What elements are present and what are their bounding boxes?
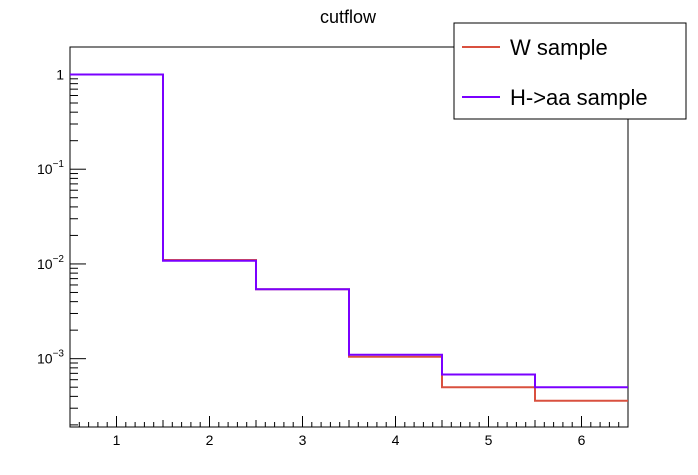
series-line-h-aa-sample [70,73,628,389]
x-tick-label: 2 [206,432,214,448]
x-tick-label: 1 [113,432,121,448]
chart-title: cutflow [320,7,377,27]
x-tick-label: 4 [392,432,400,448]
legend: W sample H->aa sample [453,22,687,120]
y-tick-label: 10−2 [37,254,64,272]
x-tick-label: 3 [299,432,307,448]
legend-label: W sample [510,35,608,60]
y-axis: 1 10−1 10−2 10−3 [37,66,86,426]
legend-box [453,22,687,120]
y-tick-label: 10−3 [37,349,64,367]
x-axis: 1 2 3 4 5 6 [69,416,629,448]
series-layer [70,73,628,402]
x-tick-label: 5 [485,432,493,448]
y-tick-label: 10−1 [37,159,64,177]
legend-label: H->aa sample [510,85,648,110]
x-tick-label: 6 [578,432,586,448]
y-tick-label: 1 [56,66,64,82]
